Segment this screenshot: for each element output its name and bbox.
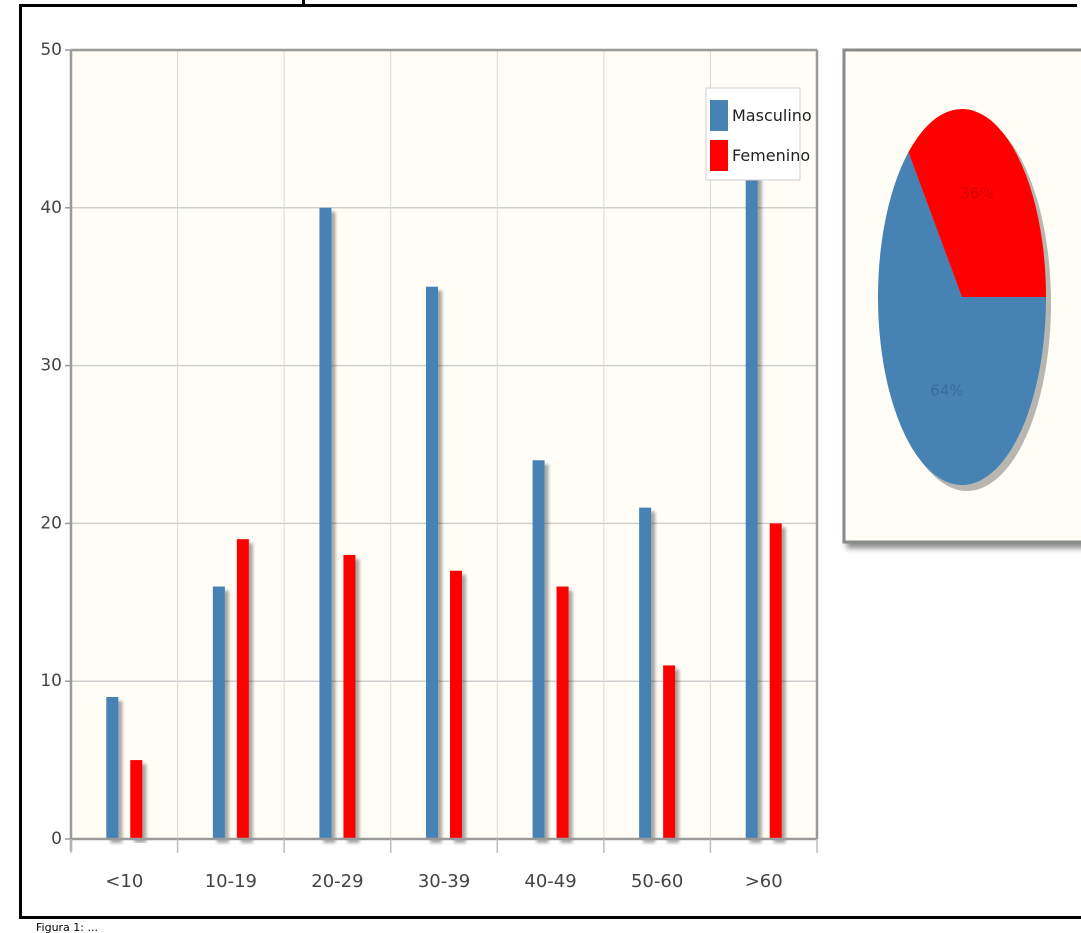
bar-femenino-5 xyxy=(663,665,676,839)
bar-masculino-4 xyxy=(532,460,545,839)
x-tick-label: >60 xyxy=(745,871,783,892)
bar-femenino-0 xyxy=(130,760,143,839)
legend-swatch-masculino xyxy=(710,100,728,131)
bar-masculino-0 xyxy=(106,696,119,839)
bar-femenino-2 xyxy=(343,554,356,839)
legend-swatch-femenino xyxy=(710,140,728,171)
x-tick-label: 30-39 xyxy=(418,871,470,892)
bar-masculino-3 xyxy=(426,286,438,839)
bar-masculino-2 xyxy=(319,207,332,840)
pie-slice-0 xyxy=(878,152,1046,485)
legend-label-masculino: Masculino xyxy=(732,106,812,125)
figure-frame xyxy=(19,4,1077,918)
bar-femenino-1 xyxy=(236,539,249,839)
x-tick-label: 40-49 xyxy=(524,871,576,892)
y-tick-label: 10 xyxy=(40,671,62,691)
bar-masculino-6 xyxy=(745,128,758,839)
pie-chart: 64% 36% xyxy=(842,48,1081,544)
bar-femenino-6 xyxy=(769,523,782,839)
x-tick-label: 20-29 xyxy=(311,871,363,892)
plot-background xyxy=(71,50,817,839)
pie-slice-1 xyxy=(908,108,1046,297)
x-tick-label: <10 xyxy=(105,871,143,892)
bar-masculino-5 xyxy=(639,507,652,839)
bar-femenino-3 xyxy=(450,570,462,839)
y-tick-label: 40 xyxy=(40,198,62,218)
y-tick-label: 20 xyxy=(40,513,62,533)
bar-femenino-4 xyxy=(556,586,569,839)
y-tick-label: 50 xyxy=(40,40,62,60)
axes: 0 10 20 30 40 50 <10 10-19 20-29 30-39 40-49 50-60 >… xyxy=(40,40,819,892)
x-tick-label: 10-19 xyxy=(205,871,257,892)
pie-slice-label-0: 64% xyxy=(930,382,963,400)
figure-bottom-rule xyxy=(19,916,1081,919)
bar-marks xyxy=(106,128,782,840)
pie-marks: 64% 36% xyxy=(878,108,1051,491)
y-tick-label: 30 xyxy=(40,356,62,376)
y-tick-label: 0 xyxy=(51,829,62,849)
pie-slice-label-1: 36% xyxy=(960,184,993,202)
bar-chart: 0 10 20 30 40 50 <10 10-19 20-29 30-39 40-49 50-60 >… xyxy=(40,40,819,892)
x-tick-label: 50-60 xyxy=(631,871,683,892)
legend-label-femenino: Femenino xyxy=(732,146,810,165)
caption: Figura 1: ... xyxy=(36,922,98,933)
frame-tick xyxy=(302,0,305,7)
legend: Masculino Femenino xyxy=(705,87,812,181)
bar-masculino-1 xyxy=(212,586,225,839)
